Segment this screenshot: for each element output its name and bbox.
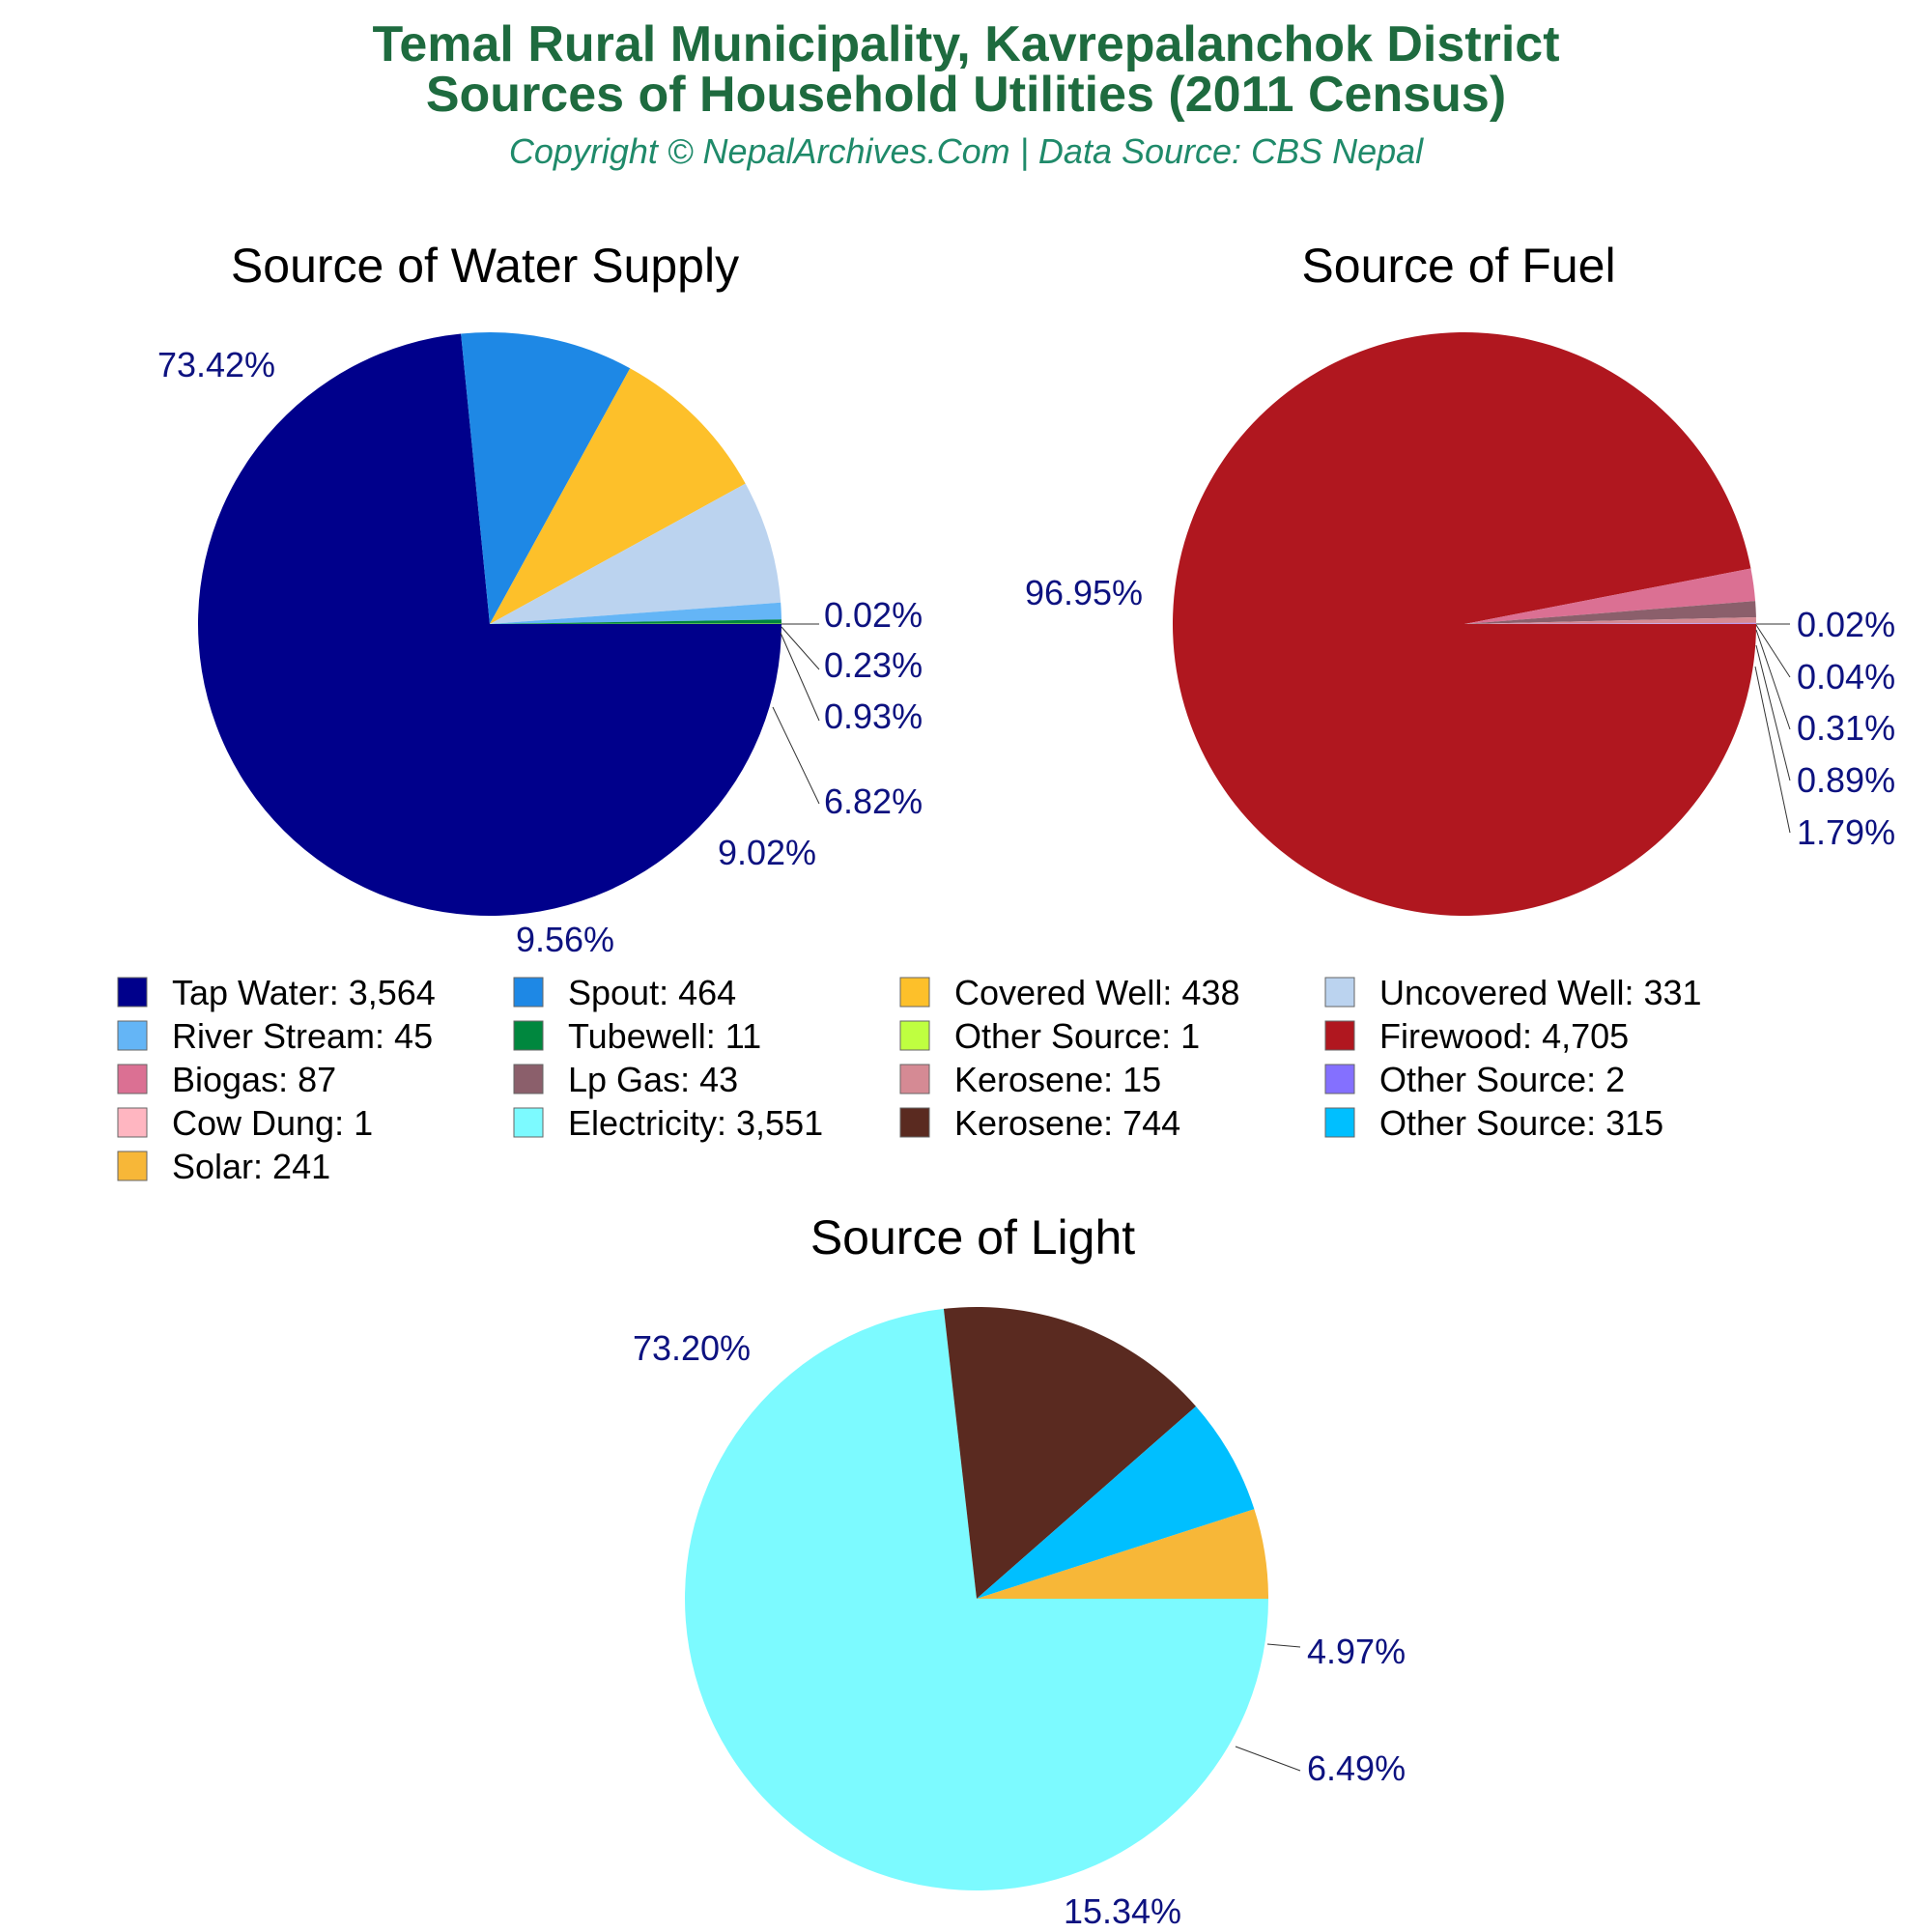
legend-entry: Cow Dung: 1: [172, 1103, 373, 1143]
light-slice-kerosene: [943, 1307, 1197, 1599]
fuel-leader-kerosene: [1755, 629, 1791, 730]
legend: Tap Water: 3,564 Spout: 464 Covered Well: …: [117, 973, 1702, 1186]
legend-entry: Other Source: 315: [1379, 1103, 1663, 1143]
fuel-slice-kerosene: [1464, 616, 1756, 624]
light-percent-label-kerosene: 15.34%: [1064, 1891, 1181, 1931]
fuel-percent-label-biogas: 1.79%: [1797, 812, 1895, 852]
light-slice-solar: [977, 1509, 1269, 1599]
water-supply-chart-title: Source of Water Supply: [231, 239, 739, 293]
legend-entry: Uncovered Well: 331: [1379, 973, 1702, 1012]
fuel-slice-biogas: [1464, 568, 1756, 624]
water-percent-label-covered-well: 9.02%: [718, 833, 816, 872]
fuel-slice-firewood: [1172, 332, 1756, 917]
water-slice-tap-water: [198, 333, 781, 917]
fuel-slice-other-source: [1464, 622, 1757, 624]
fuel-slice-lp-gas: [1464, 601, 1756, 624]
water-slice-tubewell: [490, 619, 781, 624]
fuel-pie-chart: Source of Fuel 96.95% 1.79% 0.89% 0.31% 0.04…: [1025, 239, 1895, 917]
legend-swatch: [899, 977, 930, 1008]
legend-swatch: [117, 977, 148, 1008]
water-percent-label-uncovered-well: 6.82%: [824, 781, 923, 821]
fuel-percent-label-firewood: 96.95%: [1025, 573, 1143, 612]
legend-swatch: [513, 1064, 544, 1094]
light-chart-title: Source of Light: [810, 1210, 1135, 1264]
legend-entry: Kerosene: 744: [954, 1103, 1180, 1143]
water-percent-label-tap-water: 73.42%: [157, 345, 275, 384]
light-pie-chart: Source of Light 73.20% 15.34% 6.49% 4.97%: [633, 1210, 1406, 1931]
water-leader-river-stream: [780, 632, 820, 722]
legend-entry: Biogas: 87: [172, 1060, 336, 1099]
water-supply-pie-chart: Source of Water Supply 73.42% 9.56% 9.02%6…: [157, 239, 923, 959]
legend-entry: Covered Well: 438: [954, 973, 1240, 1012]
light-leader-other-source: [1235, 1746, 1301, 1772]
fuel-leader-lp-gas: [1755, 644, 1791, 781]
water-percent-label-spout: 9.56%: [516, 920, 614, 959]
light-percent-label-solar: 4.97%: [1307, 1632, 1406, 1671]
light-slice-other-source: [977, 1406, 1255, 1599]
fuel-percent-label-lp-gas: 0.89%: [1797, 760, 1895, 800]
legend-entry: Solar: 241: [172, 1147, 330, 1186]
water-percent-label-tubewell: 0.23%: [824, 645, 923, 685]
legend-entry: Other Source: 2: [1379, 1060, 1625, 1099]
legend-swatch: [513, 1107, 544, 1138]
main-title-line2: Sources of Household Utilities (2011 Cen…: [426, 67, 1506, 123]
legend-entry: River Stream: 45: [172, 1016, 433, 1056]
legend-swatch: [117, 1107, 148, 1138]
legend-swatch: [899, 1020, 930, 1051]
water-leader-uncovered-well: [772, 706, 820, 805]
legend-swatch: [1324, 1107, 1355, 1138]
legend-swatch: [899, 1064, 930, 1094]
water-slice-spout: [461, 331, 631, 624]
fuel-percent-label-kerosene: 0.31%: [1797, 708, 1895, 748]
copyright-subtitle: Copyright © NepalArchives.Com | Data Sou…: [509, 131, 1424, 171]
fuel-percent-label-cow-dung: 0.02%: [1797, 605, 1895, 644]
legend-swatch: [117, 1020, 148, 1051]
fuel-chart-title: Source of Fuel: [1301, 239, 1615, 293]
water-leader-tubewell: [781, 626, 820, 670]
legend-swatch: [1324, 1064, 1355, 1094]
legend-entry: Electricity: 3,551: [568, 1103, 823, 1143]
legend-swatch: [1324, 977, 1355, 1008]
legend-entry: Lp Gas: 43: [568, 1060, 738, 1099]
water-slice-uncovered-well: [490, 483, 781, 624]
legend-swatch: [117, 1151, 148, 1181]
light-slice-electricity: [685, 1308, 1268, 1891]
legend-swatch: [1324, 1020, 1355, 1051]
fuel-leader-other-source: [1755, 624, 1791, 678]
legend-entry: Tubewell: 11: [568, 1016, 761, 1056]
water-percent-label-river-stream: 0.93%: [824, 696, 923, 736]
light-leader-solar: [1266, 1643, 1301, 1648]
legend-swatch: [117, 1064, 148, 1094]
legend-entry: Spout: 464: [568, 973, 736, 1012]
main-title-line1: Temal Rural Municipality, Kavrepalanchok…: [372, 16, 1559, 72]
legend-entry: Kerosene: 15: [954, 1060, 1161, 1099]
light-percent-label-electricity: 73.20%: [633, 1328, 751, 1368]
legend-entry: Firewood: 4,705: [1379, 1016, 1629, 1056]
legend-swatch: [513, 977, 544, 1008]
legend-swatch: [899, 1107, 930, 1138]
fuel-percent-label-other-source: 0.04%: [1797, 657, 1895, 696]
legend-swatch: [513, 1020, 544, 1051]
legend-entry: Other Source: 1: [954, 1016, 1200, 1056]
water-slice-covered-well: [490, 368, 746, 624]
water-percent-label-other-source: 0.02%: [824, 595, 923, 635]
legend-entry: Tap Water: 3,564: [172, 973, 436, 1012]
light-percent-label-other-source: 6.49%: [1307, 1748, 1406, 1788]
fuel-leader-biogas: [1754, 666, 1791, 834]
water-slice-river-stream: [490, 602, 781, 624]
